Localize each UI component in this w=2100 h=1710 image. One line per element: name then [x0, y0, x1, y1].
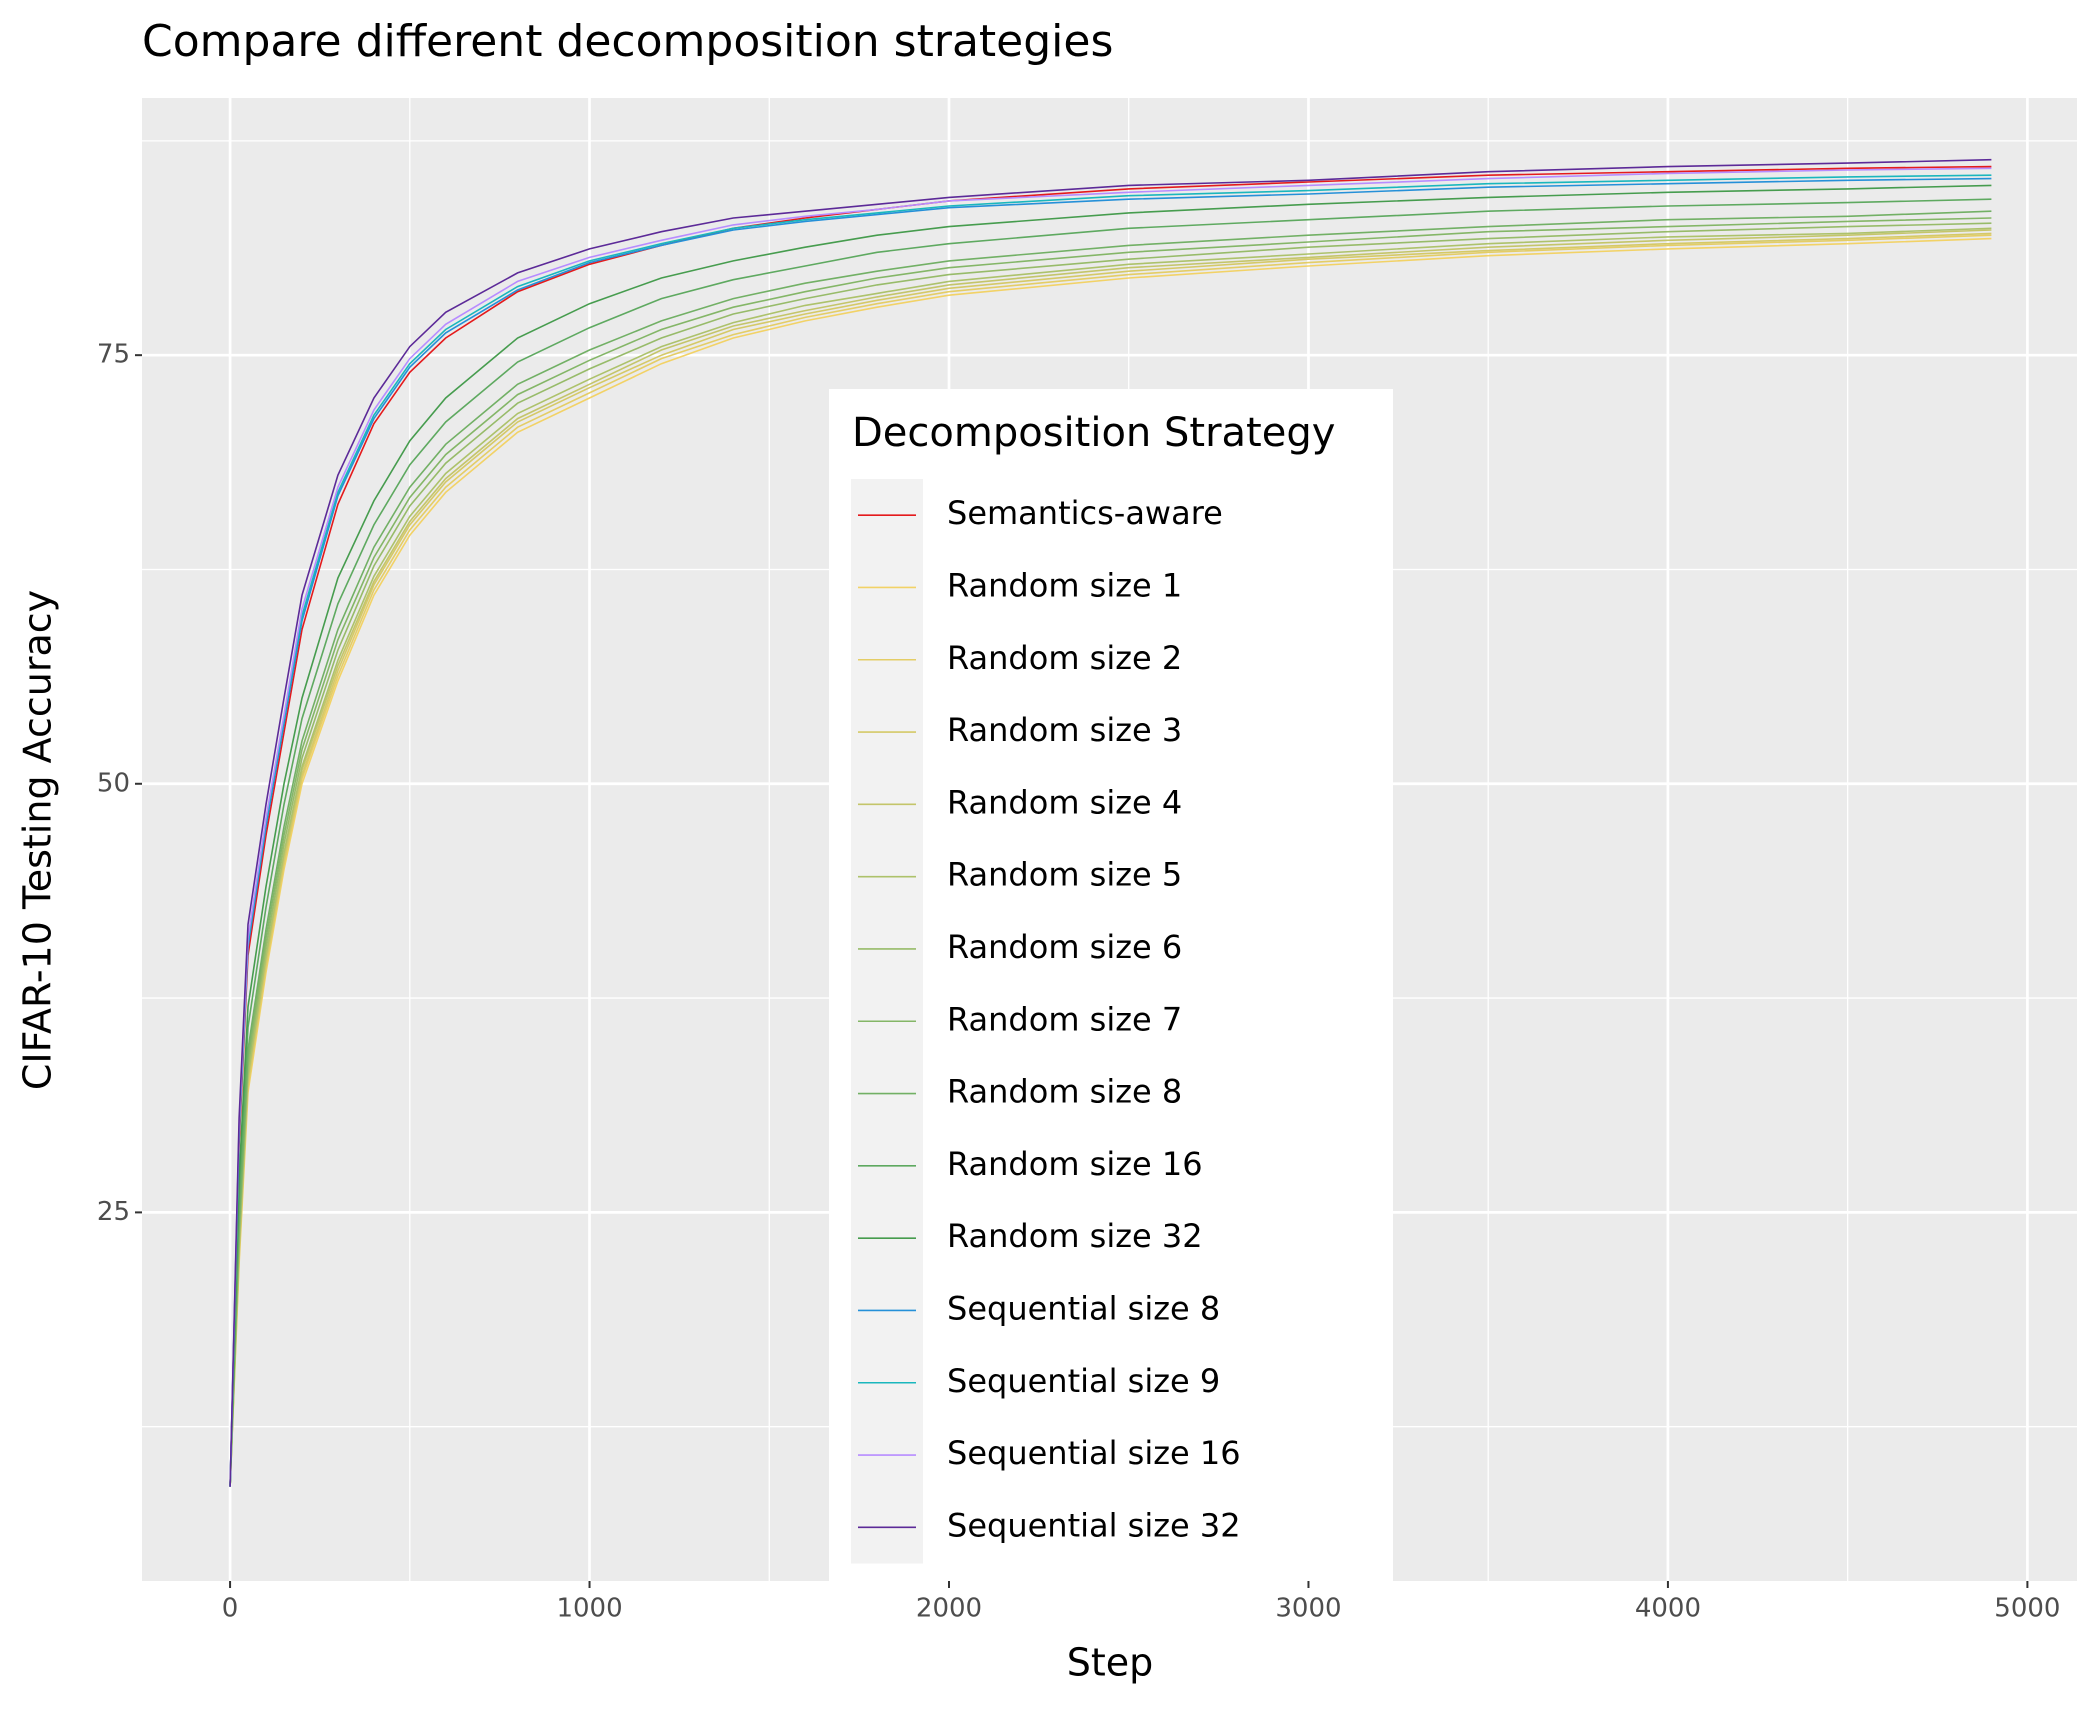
series-line — [229, 184, 1992, 1487]
x-tick-label: 2000 — [916, 1594, 982, 1624]
legend-label: Random size 32 — [947, 1217, 1203, 1255]
series-line — [229, 198, 1992, 1487]
legend-label: Random size 2 — [947, 639, 1182, 677]
series-line — [229, 222, 1992, 1487]
x-tick-label: 0 — [222, 1594, 239, 1624]
series-line — [229, 237, 1992, 1487]
legend-label: Random size 4 — [947, 783, 1182, 821]
x-tick-label: 5000 — [1994, 1594, 2060, 1624]
y-tick-label: 50 — [97, 768, 130, 798]
legend-label: Random size 6 — [947, 928, 1182, 966]
series-line — [229, 167, 1992, 1487]
legend-label: Random size 3 — [947, 711, 1182, 749]
y-tick-label: 75 — [97, 340, 130, 370]
x-tick-label: 3000 — [1275, 1594, 1341, 1624]
x-tick-label: 1000 — [556, 1594, 622, 1624]
series-line — [229, 210, 1992, 1487]
legend-label: Sequential size 16 — [947, 1434, 1241, 1472]
series-line — [229, 227, 1992, 1487]
series-line — [229, 165, 1992, 1487]
series-line — [229, 158, 1992, 1487]
legend-label: Sequential size 8 — [947, 1289, 1220, 1327]
x-tick-label: 4000 — [1635, 1594, 1701, 1624]
legend-label: Semantics-aware — [947, 494, 1223, 532]
y-tick-label: 25 — [97, 1197, 130, 1227]
legend-label: Random size 5 — [947, 856, 1182, 894]
series-line — [229, 217, 1992, 1487]
y-axis-label: CIFAR-10 Testing Accuracy — [16, 590, 60, 1090]
legend-label: Random size 16 — [947, 1145, 1203, 1183]
legend-label: Random size 8 — [947, 1073, 1182, 1111]
legend-label: Random size 7 — [947, 1000, 1182, 1038]
series-line — [229, 177, 1992, 1487]
legend-label: Sequential size 32 — [947, 1506, 1241, 1544]
legend-title: Decomposition Strategy — [852, 410, 1335, 456]
series-line — [229, 232, 1992, 1487]
x-axis-label: Step — [1067, 1641, 1154, 1685]
chart-title: Compare different decomposition strategi… — [142, 16, 1113, 67]
legend-label: Sequential size 9 — [947, 1362, 1220, 1400]
legend-label: Random size 1 — [947, 566, 1182, 604]
